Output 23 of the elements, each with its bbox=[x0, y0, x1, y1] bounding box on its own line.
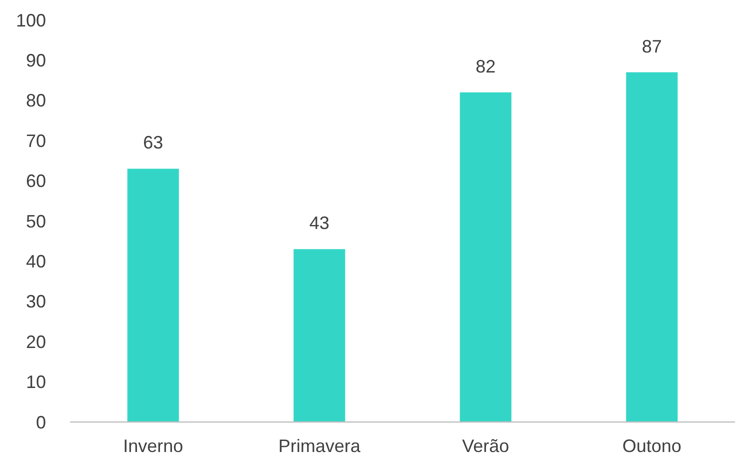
x-tick-label: Inverno bbox=[123, 436, 184, 456]
bar bbox=[294, 249, 346, 422]
y-tick-label: 80 bbox=[26, 90, 46, 111]
y-tick-label: 50 bbox=[26, 211, 46, 232]
y-tick-label: 60 bbox=[26, 171, 46, 192]
data-label: 43 bbox=[309, 213, 330, 234]
y-tick-label: 10 bbox=[26, 372, 46, 392]
y-tick-label: 70 bbox=[26, 130, 46, 151]
bar bbox=[127, 168, 179, 422]
y-tick-label: 30 bbox=[26, 292, 46, 312]
data-label: 87 bbox=[642, 36, 662, 56]
y-tick-label: 100 bbox=[16, 10, 46, 30]
y-tick-label: 40 bbox=[26, 252, 46, 272]
x-tick-label: Outono bbox=[622, 436, 682, 456]
y-tick-label: 20 bbox=[26, 332, 46, 352]
data-label: 82 bbox=[476, 56, 496, 76]
y-tick-label: 90 bbox=[26, 50, 46, 70]
y-tick-label: 0 bbox=[36, 412, 46, 432]
bar bbox=[460, 92, 512, 422]
x-tick-label: Verão bbox=[462, 436, 510, 456]
x-tick-label: Primavera bbox=[278, 436, 362, 456]
bar bbox=[626, 72, 678, 422]
data-label: 63 bbox=[143, 132, 164, 153]
